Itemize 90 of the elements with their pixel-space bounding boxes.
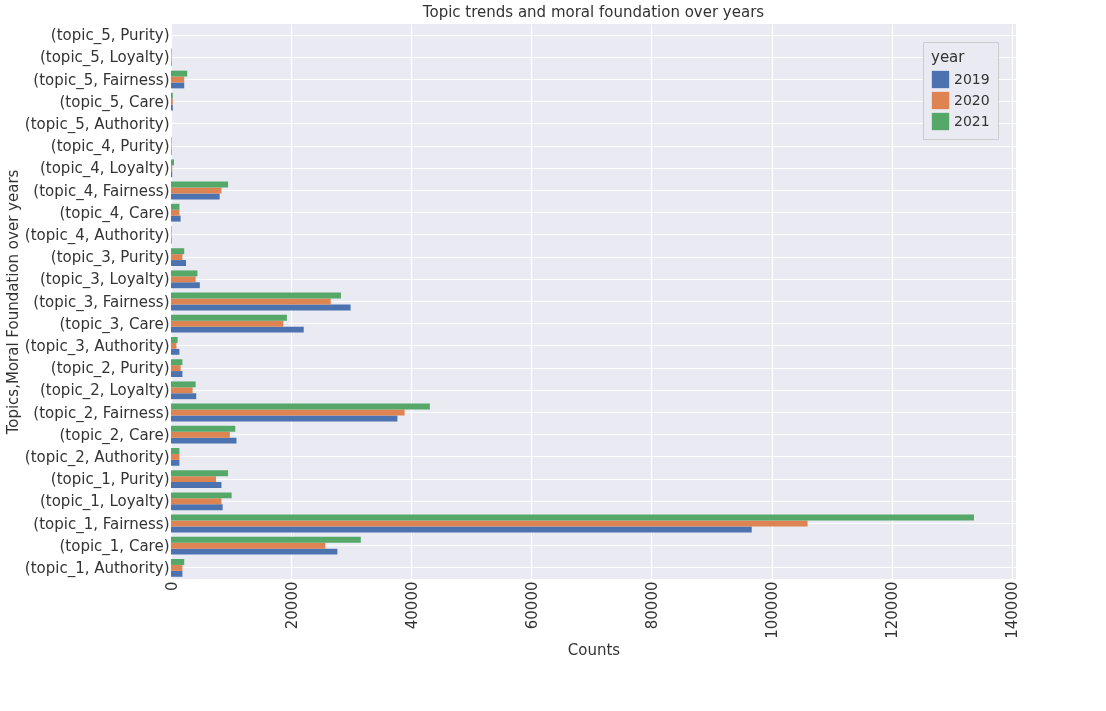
y-tick-label: (topic_5, Loyalty): [39, 48, 170, 68]
y-axis-title: Topics,Moral Foundation over years: [3, 169, 22, 436]
bar: [171, 448, 180, 454]
y-tick-label: (topic_2, Loyalty): [39, 381, 170, 401]
bar: [171, 564, 183, 571]
y-tick-label: (topic_3, Care): [59, 314, 170, 334]
bar: [171, 337, 178, 343]
x-tick-label: 60000: [522, 581, 541, 630]
x-tick-label: 120000: [883, 581, 902, 639]
bar: [171, 504, 223, 511]
bar: [171, 536, 361, 543]
chart-title: Topic trends and moral foundation over years: [421, 3, 765, 21]
y-tick-label: (topic_4, Loyalty): [39, 159, 170, 179]
bar: [171, 365, 181, 372]
bar: [171, 548, 338, 555]
legend-label: 2019: [954, 70, 990, 87]
bar: [171, 70, 188, 77]
bar: [171, 209, 180, 216]
bar: [171, 276, 196, 283]
legend-label: 2021: [954, 112, 990, 129]
y-tick-label: (topic_4, Care): [59, 203, 170, 223]
y-tick-label: (topic_2, Fairness): [33, 403, 170, 423]
y-tick-label: (topic_4, Purity): [50, 137, 170, 157]
y-tick-label: (topic_3, Purity): [50, 248, 170, 268]
bar: [171, 203, 180, 210]
bar: [171, 82, 185, 89]
x-tick-label: 100000: [763, 581, 782, 639]
x-tick-label: 40000: [402, 581, 421, 630]
bar: [171, 381, 196, 388]
bar: [171, 282, 200, 289]
y-tick-label: (topic_3, Authority): [24, 336, 170, 356]
bar: [171, 260, 187, 266]
y-tick-label: (topic_4, Authority): [24, 225, 170, 245]
x-tick-label: 20000: [282, 581, 301, 630]
y-tick-label: (topic_5, Purity): [50, 26, 170, 46]
bar: [171, 387, 193, 394]
bar: [171, 542, 326, 549]
legend-title: year: [931, 48, 966, 66]
bar: [171, 403, 430, 410]
bar: [171, 476, 217, 483]
bar: [171, 326, 304, 333]
bar: [171, 470, 229, 477]
bar: [171, 459, 180, 466]
bar: [171, 359, 183, 366]
bar: [171, 437, 237, 444]
bar: [171, 425, 236, 432]
y-tick-label: (topic_1, Care): [59, 536, 170, 556]
y-tick-label: (topic_1, Loyalty): [39, 492, 170, 512]
x-tick-label: 0: [162, 581, 181, 592]
x-tick-label: 80000: [642, 581, 661, 630]
y-tick-label: (topic_1, Fairness): [33, 514, 170, 534]
bar: [171, 559, 185, 565]
legend-label: 2020: [954, 91, 990, 108]
bar: [171, 159, 174, 166]
bar: [171, 342, 177, 349]
bar: [171, 270, 198, 277]
y-tick-label: (topic_3, Loyalty): [39, 270, 170, 290]
bar: [171, 292, 341, 299]
bar: [171, 193, 220, 200]
y-tick-label: (topic_5, Care): [59, 92, 170, 112]
y-tick-label: (topic_1, Purity): [50, 470, 170, 490]
bar: [171, 248, 185, 255]
x-tick-label: 140000: [1003, 581, 1022, 639]
y-tick-label: (topic_2, Purity): [50, 359, 170, 379]
bar: [171, 254, 183, 261]
bar: [171, 514, 974, 521]
bar: [171, 482, 222, 488]
bar: [171, 453, 180, 460]
bar: [171, 181, 229, 188]
bar: [171, 498, 222, 505]
y-tick-label: (topic_5, Authority): [24, 114, 170, 134]
bar: [171, 393, 197, 400]
bar: [171, 570, 183, 577]
y-tick-label: (topic_4, Fairness): [33, 181, 170, 201]
bar: [171, 304, 351, 311]
y-tick-label: (topic_2, Care): [59, 425, 170, 445]
y-tick-label: (topic_5, Fairness): [33, 70, 170, 90]
y-tick-label: (topic_1, Authority): [24, 558, 170, 578]
bar: [171, 348, 180, 355]
y-tick-label: (topic_2, Authority): [24, 447, 170, 467]
bar: [171, 371, 183, 377]
bar: [171, 526, 752, 533]
bar: [171, 320, 284, 327]
bar: [171, 492, 232, 499]
bar: [171, 431, 230, 438]
bar: [171, 215, 181, 222]
bar: [171, 314, 287, 321]
x-axis-title: Counts: [567, 640, 621, 659]
bar: [171, 415, 398, 422]
y-tick-label: (topic_3, Fairness): [33, 292, 170, 312]
